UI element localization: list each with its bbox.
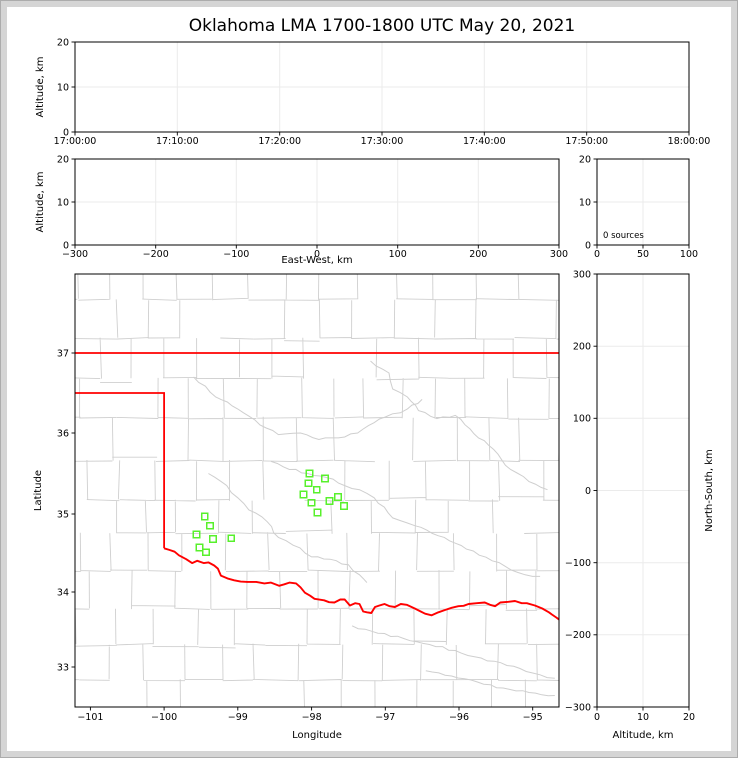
panel-alt_histogram: 0 50 100 0 10 20 0 sources	[579, 154, 698, 260]
y-axis-label-right-ns_height: North-South, km	[704, 449, 715, 532]
y-tick-label: 20	[57, 37, 69, 48]
river-line-2	[270, 460, 541, 577]
river-line-5	[425, 670, 555, 697]
x-axis-label-ew_height: East-West, km	[281, 255, 352, 266]
x-tick-label: 50	[637, 249, 649, 260]
source-marker-7	[307, 498, 316, 507]
x-tick-label: −200	[143, 249, 169, 260]
x-axis-label-ns_height: Altitude, km	[613, 730, 674, 741]
y-tick-label: −300	[565, 702, 591, 713]
state-border-red-river	[163, 547, 559, 621]
source-marker-5	[334, 493, 343, 501]
map-layers	[75, 274, 559, 707]
x-tick-label: −96	[449, 712, 469, 723]
river-line-4	[351, 625, 555, 679]
y-tick-label: 10	[57, 82, 69, 93]
x-tick-label: 0	[314, 249, 320, 260]
y-tick-label: 0	[63, 240, 69, 251]
source-marker-0	[305, 469, 314, 478]
y-tick-label: −200	[565, 630, 591, 641]
y-axis-label-plan_view: Latitude	[33, 470, 44, 511]
x-tick-label: 17:50:00	[565, 136, 608, 147]
x-tick-label: −97	[375, 712, 395, 723]
x-tick-label: 200	[469, 249, 487, 260]
panel-ns_height: 0 10 20 −300 −200 −100 0 100 200 300 Altitude, km N…	[565, 269, 715, 741]
source-marker-12	[192, 530, 201, 539]
x-tick-label: 17:40:00	[463, 136, 506, 147]
x-tick-label: −100	[223, 249, 249, 260]
state-border-panhandle	[75, 392, 165, 549]
source-marker-10	[200, 512, 209, 521]
panel-plan_view: −101 −100 −99 −98 −97 −96 −95 33 34 35 36 37 Longitu…	[33, 273, 560, 741]
histogram-annotation: 0 sources	[603, 231, 644, 241]
y-axis-label-time_height: Altitude, km	[35, 57, 46, 118]
plot-frame-plan_view	[74, 273, 560, 708]
x-tick-label: 100	[680, 249, 698, 260]
y-tick-label: 100	[573, 414, 591, 425]
x-tick-label: −98	[302, 712, 322, 723]
x-tick-label: −101	[77, 712, 103, 723]
y-tick-label: 0	[585, 486, 591, 497]
x-tick-label: 10	[637, 712, 649, 723]
y-tick-label: 0	[63, 127, 69, 138]
source-marker-8	[340, 501, 348, 510]
y-tick-label: 36	[57, 428, 69, 439]
x-tick-label: −300	[62, 249, 88, 260]
source-marker-14	[227, 534, 236, 543]
river-line-1	[370, 360, 548, 491]
x-tick-label: 0	[594, 712, 600, 723]
x-tick-label: 0	[594, 249, 600, 260]
y-tick-label: 37	[57, 348, 69, 359]
source-marker-3	[312, 485, 321, 494]
source-marker-16	[202, 548, 211, 557]
y-tick-label: 300	[573, 269, 591, 280]
x-tick-label: 17:00:00	[54, 136, 97, 147]
source-marker-11	[205, 521, 214, 530]
river-line-0	[193, 376, 423, 441]
y-tick-label: −100	[565, 558, 591, 569]
y-tick-label: 34	[57, 587, 69, 598]
source-marker-15	[195, 543, 204, 552]
source-marker-6	[325, 497, 334, 505]
x-tick-label: −99	[228, 712, 248, 723]
source-marker-2	[304, 479, 313, 488]
river-line-3	[208, 473, 368, 583]
x-tick-label: 17:30:00	[361, 136, 404, 147]
source-marker-4	[299, 490, 308, 499]
y-tick-label: 33	[57, 662, 69, 673]
y-tick-label: 0	[585, 240, 591, 251]
source-marker-9	[313, 508, 322, 517]
county-lines	[75, 274, 559, 707]
x-tick-label: 17:10:00	[156, 136, 199, 147]
y-tick-label: 20	[579, 154, 591, 165]
x-tick-label: 300	[550, 249, 568, 260]
x-tick-label: 100	[389, 249, 407, 260]
x-tick-label: 17:20:00	[258, 136, 301, 147]
y-tick-label: 10	[57, 197, 69, 208]
figure-canvas	[7, 7, 731, 751]
y-tick-label: 20	[57, 154, 69, 165]
y-tick-label: 10	[579, 197, 591, 208]
x-tick-label: −100	[151, 712, 177, 723]
y-tick-label: 200	[573, 342, 591, 353]
x-tick-label: 20	[683, 712, 695, 723]
source-marker-1	[320, 474, 329, 483]
source-marker-13	[208, 535, 217, 543]
x-tick-label: 18:00:00	[668, 136, 711, 147]
y-tick-label: 35	[57, 509, 69, 520]
x-tick-label: −95	[523, 712, 543, 723]
y-axis-label-ew_height: Altitude, km	[35, 172, 46, 233]
figure-title: Oklahoma LMA 1700-1800 UTC May 20, 2021	[189, 16, 576, 36]
x-axis-label-plan_view: Longitude	[292, 730, 342, 741]
panel-ew_height: −300 −200 −100 0 100 200 300 0 10 20 East-West, km…	[35, 154, 568, 266]
panel-time_height: 17:00:00 17:10:00 17:20:00 17:30:00 17:40:00…	[35, 37, 710, 147]
